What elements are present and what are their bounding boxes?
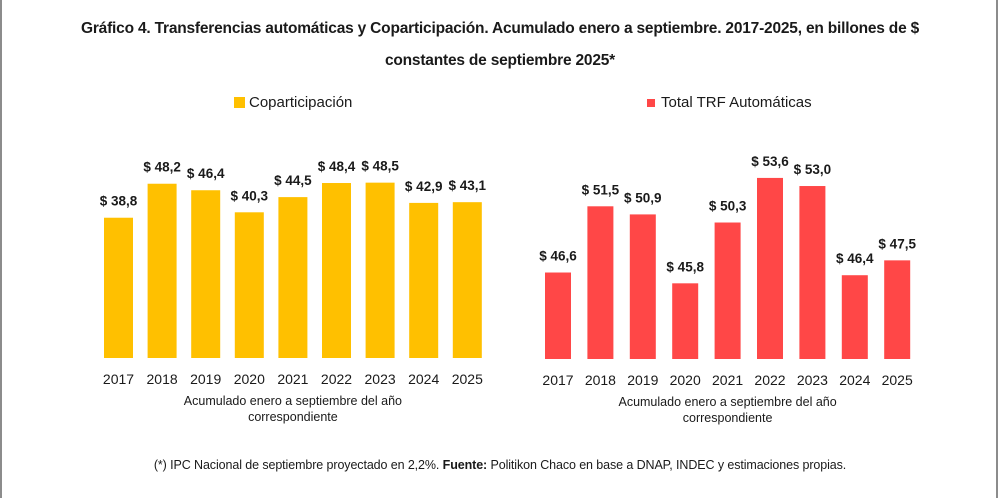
bar-2019: [191, 190, 221, 358]
bar-2018: [147, 183, 177, 358]
x-tick-label-2019: 2019: [627, 372, 658, 388]
x-tick-label-2020: 2020: [670, 372, 701, 388]
bar-2017: [545, 272, 571, 359]
x-tick-label-2023: 2023: [365, 371, 396, 387]
total-trf-chart: $ 46,6 2017 $ 51,5 2018 $ 50,9 2019 $ 45,8 2020…: [539, 154, 916, 425]
legend-label: Coparticipación: [249, 94, 353, 111]
data-label-2025: $ 43,1: [449, 178, 487, 193]
bar-2024: [841, 275, 868, 359]
bar-2020: [672, 283, 699, 359]
bar-2025: [884, 260, 911, 359]
bar-2022: [322, 183, 351, 358]
legend-coparticipacion: Coparticipación: [234, 94, 352, 111]
x-tick-label-2025: 2025: [452, 371, 483, 387]
bar-2023: [799, 186, 826, 359]
legend-total-trf: Total TRF Automáticas: [647, 94, 812, 111]
x-axis-label-line-2: correspondiente: [683, 411, 773, 425]
bar-2025: [452, 202, 482, 358]
x-tick-label-2022: 2022: [754, 372, 785, 388]
data-label-2021: $ 44,5: [274, 173, 312, 188]
footnote-source-text: Politikon Chaco en base a DNAP, INDEC y …: [487, 458, 847, 472]
x-tick-label-2018: 2018: [147, 371, 178, 387]
data-label-2024: $ 46,4: [836, 251, 874, 266]
data-label-2021: $ 50,3: [709, 199, 747, 214]
data-label-2017: $ 46,6: [539, 249, 577, 264]
data-label-2019: $ 50,9: [624, 190, 662, 205]
data-label-2018: $ 48,2: [143, 160, 181, 175]
data-label-2020: $ 40,3: [231, 188, 269, 203]
data-label-2020: $ 45,8: [666, 259, 704, 274]
coparticipacion-chart: $ 38,8 2017 $ 48,2 2018 $ 46,4 2019 $ 40,3 2020…: [100, 159, 487, 424]
footnote-note: (*) IPC Nacional de septiembre proyectad…: [153, 458, 443, 472]
bar-2018: [587, 206, 614, 359]
x-tick-label-2024: 2024: [839, 372, 870, 388]
data-label-2019: $ 46,4: [187, 166, 225, 181]
x-tick-label-2017: 2017: [542, 372, 573, 388]
data-label-2023: $ 53,0: [794, 162, 832, 177]
x-tick-label-2021: 2021: [277, 371, 308, 387]
chart-title-line-1: Gráfico 4. Transferencias automáticas y …: [80, 20, 920, 37]
x-tick-label-2022: 2022: [321, 371, 352, 387]
x-axis-label-line-1: Acumulado enero a septiembre del año: [618, 395, 836, 409]
footnote-source-label: Fuente:: [442, 458, 488, 472]
bar-2019: [629, 214, 656, 359]
frame-border-right: [996, 0, 998, 498]
bar-2024: [409, 202, 439, 358]
data-label-2018: $ 51,5: [582, 182, 620, 197]
bar-2021: [714, 222, 741, 359]
x-tick-label-2020: 2020: [234, 371, 265, 387]
legend-swatch-red-icon: [647, 98, 655, 107]
x-tick-label-2025: 2025: [882, 372, 913, 388]
data-label-2025: $ 47,5: [878, 236, 916, 251]
x-tick-label-2024: 2024: [408, 371, 439, 387]
bar-2022: [757, 177, 783, 359]
x-axis-label-line-2: correspondiente: [248, 410, 338, 424]
legend-swatch-yellow-icon: [234, 97, 245, 108]
data-label-2024: $ 42,9: [405, 179, 443, 194]
x-tick-label-2019: 2019: [190, 371, 221, 387]
data-label-2022: $ 53,6: [751, 154, 789, 169]
x-axis-label-line-1: Acumulado enero a septiembre del año: [184, 394, 402, 408]
x-tick-label-2023: 2023: [797, 372, 828, 388]
data-label-2023: $ 48,5: [361, 159, 399, 174]
data-label-2017: $ 38,8: [100, 194, 138, 209]
bar-2017: [104, 217, 133, 358]
x-tick-label-2018: 2018: [585, 372, 616, 388]
legend-label: Total TRF Automáticas: [661, 94, 812, 111]
bar-2021: [278, 197, 308, 358]
bar-2020: [234, 212, 264, 358]
chart-title-line-2: constantes de septiembre 2025*: [384, 52, 616, 69]
footnote: (*) IPC Nacional de septiembre proyectad…: [0, 458, 1000, 472]
data-label-2022: $ 48,4: [318, 159, 356, 174]
bar-2023: [365, 182, 395, 358]
frame-border-left: [0, 0, 2, 498]
x-tick-label-2017: 2017: [103, 371, 134, 387]
x-tick-label-2021: 2021: [712, 372, 743, 388]
